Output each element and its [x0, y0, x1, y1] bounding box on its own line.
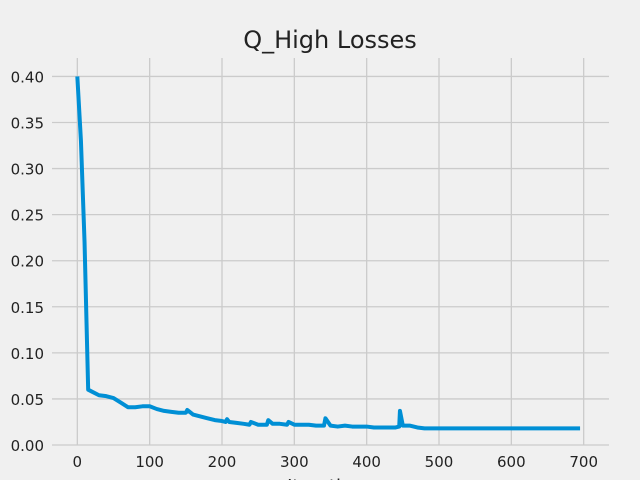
x-tick-label: 500	[425, 453, 454, 471]
y-tick-label: 0.15	[11, 299, 44, 317]
y-tick-label: 0.30	[11, 161, 44, 179]
chart-title: Q_High Losses	[243, 26, 417, 54]
y-tick-label: 0.35	[11, 115, 44, 133]
x-axis-label: Iterations	[287, 476, 373, 480]
y-tick-label: 0.20	[11, 253, 44, 271]
x-tick-label: 700	[569, 453, 598, 471]
x-tick-label: 300	[280, 453, 309, 471]
x-tick-label: 0	[73, 453, 83, 471]
y-tick-label: 0.25	[11, 207, 44, 225]
x-tick-label: 400	[352, 453, 381, 471]
loss-line	[75, 76, 581, 431]
y-tick-label: 0.00	[11, 437, 44, 455]
x-tick-label: 600	[497, 453, 526, 471]
x-tick-label: 200	[208, 453, 237, 471]
x-tick-label: 100	[135, 453, 164, 471]
y-tick-label: 0.10	[11, 345, 44, 363]
y-tick-label: 0.05	[11, 391, 44, 409]
y-tick-label: 0.40	[11, 68, 44, 86]
